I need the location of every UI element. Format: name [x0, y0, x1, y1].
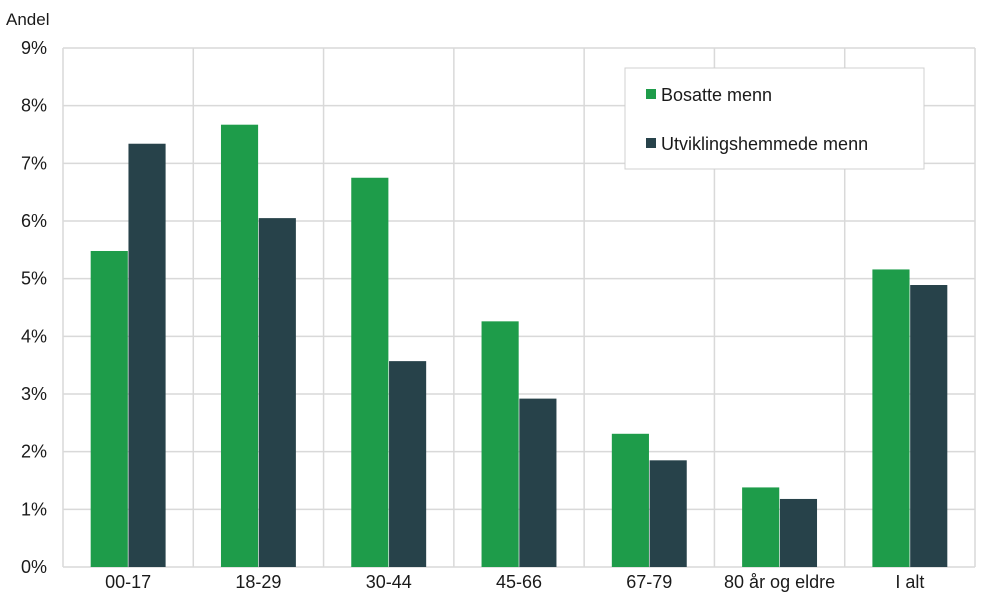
- bar-bosatte-menn: [220, 124, 259, 568]
- x-tick-label: 18-29: [235, 572, 281, 592]
- y-axis-title: Andel: [6, 10, 49, 29]
- bar-bosatte-menn: [742, 487, 780, 567]
- x-tick-label: 80 år og eldre: [724, 572, 835, 592]
- y-tick-label: 8%: [21, 96, 47, 116]
- bar-bosatte-menn: [611, 433, 649, 567]
- bar-utviklingshemmede-menn: [258, 218, 296, 567]
- gridlines: [62, 47, 976, 568]
- bar-utviklingshemmede-menn: [910, 285, 948, 567]
- bar-bosatte-menn: [351, 177, 389, 567]
- y-tick-label: 6%: [21, 211, 47, 231]
- x-tick-label: 67-79: [626, 572, 672, 592]
- y-tick-label: 5%: [21, 269, 47, 289]
- y-tick-label: 9%: [21, 38, 47, 58]
- y-tick-label: 3%: [21, 384, 47, 404]
- bar-bosatte-menn: [481, 321, 519, 567]
- bar-utviklingshemmede-menn: [649, 460, 687, 567]
- x-tick-label: 30-44: [366, 572, 412, 592]
- y-tick-label: 7%: [21, 153, 47, 173]
- bar-bosatte-menn: [90, 250, 128, 567]
- x-axis-ticks: 00-17 18-29 30-44 45-66 67-79 80 år og eldre I…: [105, 572, 924, 592]
- bar-utviklingshemmede-menn: [128, 143, 166, 567]
- legend-box: [624, 67, 925, 170]
- bar-utviklingshemmede-menn: [519, 398, 557, 567]
- y-tick-label: 1%: [21, 499, 47, 519]
- legend: Bosatte menn Utviklingshemmede menn: [624, 67, 925, 170]
- x-tick-label: 45-66: [496, 572, 542, 592]
- legend-label-utviklingshemmede-menn: Utviklingshemmede menn: [661, 134, 868, 154]
- y-axis-ticks: 0% 1% 2% 3% 4% 5% 6% 7% 8% 9%: [21, 38, 47, 577]
- legend-swatch-utviklingshemmede-menn: [646, 138, 656, 148]
- y-tick-label: 0%: [21, 557, 47, 577]
- y-tick-label: 4%: [21, 326, 47, 346]
- bar-bosatte-menn: [872, 269, 910, 567]
- x-tick-label: I alt: [895, 572, 924, 592]
- y-tick-label: 2%: [21, 442, 47, 462]
- bar-utviklingshemmede-menn: [389, 361, 427, 567]
- x-tick-label: 00-17: [105, 572, 151, 592]
- legend-label-bosatte-menn: Bosatte menn: [661, 85, 772, 105]
- bar-utviklingshemmede-menn: [779, 498, 818, 567]
- legend-swatch-bosatte-menn: [646, 89, 656, 99]
- bars: [90, 124, 948, 568]
